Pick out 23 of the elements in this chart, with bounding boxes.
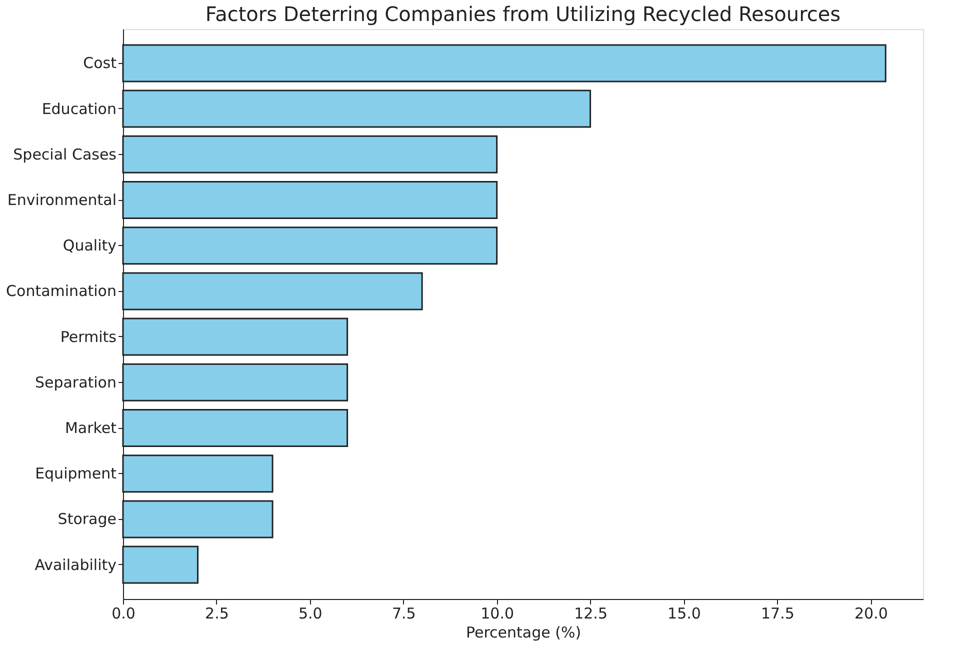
x-tick-label: 10.0 xyxy=(480,604,514,622)
y-tick-label: Storage xyxy=(58,510,116,528)
y-tick-label: Market xyxy=(64,419,117,437)
y-tick-label: Equipment xyxy=(35,464,117,483)
y-tick-label: Cost xyxy=(83,54,117,72)
x-tick-label: 12.5 xyxy=(574,604,608,622)
x-axis-title: Percentage (%) xyxy=(466,624,582,642)
x-tick-label: 0.0 xyxy=(112,604,136,622)
y-tick-label: Permits xyxy=(60,328,117,346)
x-tick-label: 15.0 xyxy=(668,604,701,622)
y-tick-label: Environmental xyxy=(7,191,116,209)
y-tick-label: Education xyxy=(42,100,116,118)
x-tick-label: 5.0 xyxy=(298,604,322,622)
x-tick-label: 20.0 xyxy=(854,604,888,622)
y-tick-label: Special Cases xyxy=(13,145,117,164)
y-tick-label: Separation xyxy=(34,373,116,392)
x-tick-label: 17.5 xyxy=(761,604,794,622)
chart-title: Factors Deterring Companies from Utilizing Recycled Resources xyxy=(205,2,841,26)
y-tick-label: Availability xyxy=(34,556,117,574)
y-tick-label: Contamination xyxy=(6,282,116,300)
x-tick-label: 7.5 xyxy=(392,604,416,622)
y-tick-label: Quality xyxy=(62,236,117,255)
x-tick-label: 2.5 xyxy=(205,604,229,622)
